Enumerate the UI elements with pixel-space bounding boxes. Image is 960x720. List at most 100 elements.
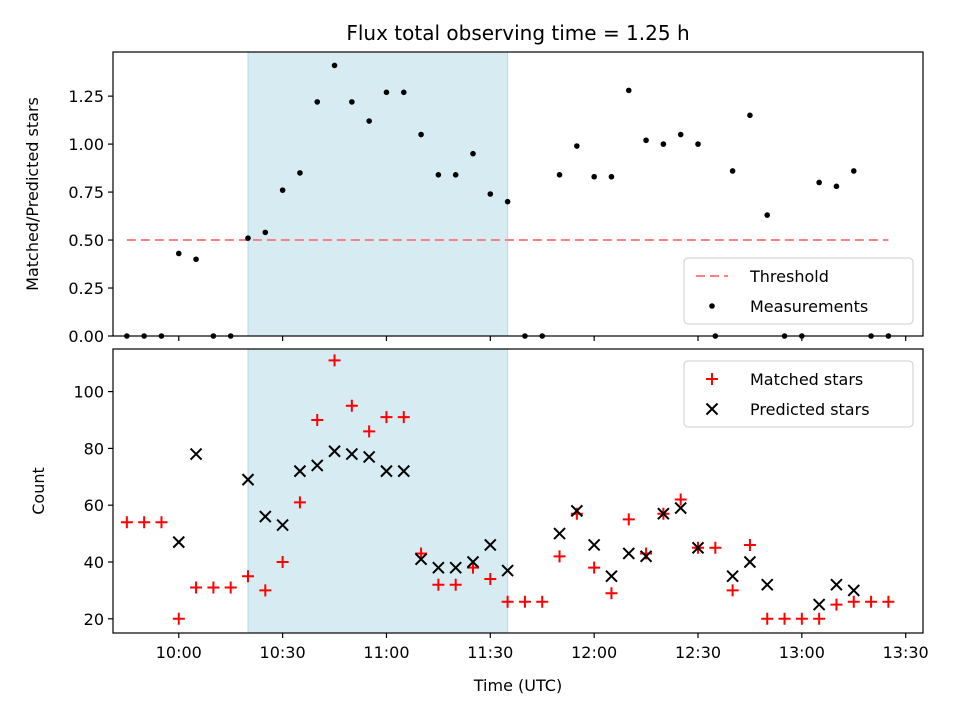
- matched-star-point: [172, 612, 185, 625]
- y-tick-label: 0.50: [68, 231, 104, 250]
- measurement-point: [747, 112, 753, 119]
- matched-star-point: [518, 595, 531, 608]
- predicted-star-point: [449, 561, 462, 574]
- measurement-point: [729, 168, 736, 174]
- measurement-point: [764, 212, 771, 218]
- matched-star-point: [830, 598, 843, 611]
- matched-star-point: [259, 584, 272, 597]
- matched-star-point: [224, 581, 237, 594]
- predicted-star-point: [189, 447, 203, 461]
- measurement-point: [660, 141, 667, 147]
- predicted-star-point: [432, 561, 445, 574]
- bottom-shaded-interval: [247, 348, 509, 634]
- measurement-point: [418, 131, 424, 138]
- predicted-star-point: [484, 538, 497, 552]
- measurement-point: [556, 172, 563, 178]
- predicted-star-point: [622, 547, 635, 560]
- legend-label: Threshold: [749, 267, 829, 286]
- matched-star-point: [622, 513, 635, 526]
- measurement-point: [850, 168, 857, 174]
- predicted-star-point: [657, 507, 670, 520]
- measurement-point: [816, 179, 822, 186]
- legend-label: Measurements: [750, 297, 868, 316]
- matched-star-point: [501, 595, 514, 608]
- y-tick-label: 0.00: [68, 327, 104, 346]
- predicted-star-point: [761, 578, 774, 591]
- matched-star-point: [726, 584, 739, 597]
- matched-star-point: [138, 516, 151, 529]
- predicted-star-point: [397, 464, 410, 478]
- measurement-point: [452, 172, 459, 178]
- matched-star-point: [588, 561, 601, 574]
- top-shaded-interval: [247, 51, 509, 337]
- predicted-star-point: [674, 501, 687, 515]
- measurement-point: [591, 173, 597, 180]
- predicted-star-point: [553, 527, 566, 540]
- bottom-x-ticks: 10:00 10:30 11:00 11:30 12:00 12:30 13:00 13:30: [156, 633, 929, 662]
- legend-label: Predicted stars: [750, 400, 870, 419]
- predicted-star-point: [345, 447, 359, 461]
- measurement-point: [643, 137, 649, 144]
- predicted-star-point: [847, 584, 860, 597]
- y-tick-label: 1.25: [68, 87, 104, 106]
- predicted-star-point: [812, 598, 826, 611]
- measurement-point: [175, 250, 182, 257]
- x-axis-label: Time (UTC): [473, 676, 562, 695]
- matched-star-point: [536, 595, 549, 608]
- matched-star-point: [709, 541, 722, 554]
- measurement-point: [625, 87, 632, 94]
- x-tick-label: 11:00: [363, 643, 409, 662]
- predicted-star-point: [293, 464, 307, 478]
- top-panel: 0.00 0.25 0.50 0.75 1.00 1.25 Matched/Predict…: [23, 51, 924, 346]
- bottom-plot-frame: [112, 348, 924, 634]
- matched-star-point: [761, 612, 774, 625]
- legend-matched-swatch: [706, 373, 718, 385]
- legend-box: [683, 257, 914, 325]
- y-tick-label: 80: [84, 439, 104, 458]
- matched-stars-series: [120, 354, 895, 625]
- measurement-point: [314, 99, 321, 105]
- matched-star-point: [328, 354, 341, 367]
- top-x-ticks: [178, 336, 907, 341]
- matched-star-point: [813, 612, 826, 625]
- predicted-star-point: [726, 569, 739, 583]
- bottom-y-axis-label: Count: [29, 467, 48, 515]
- matched-star-point: [293, 496, 306, 509]
- top-y-axis-label: Matched/Predicted stars: [23, 97, 42, 291]
- matched-star-point: [847, 595, 860, 608]
- predicted-star-point: [172, 535, 185, 549]
- matched-star-point: [743, 538, 756, 551]
- matched-star-point: [865, 595, 878, 608]
- legend-predicted-swatch: [705, 402, 719, 416]
- measurement-point: [435, 172, 442, 178]
- predicted-star-point: [466, 555, 480, 569]
- matched-star-point: [882, 595, 895, 608]
- matched-star-point: [155, 516, 168, 529]
- matched-star-point: [432, 578, 445, 591]
- measurement-point: [383, 89, 390, 96]
- x-tick-label: 10:30: [260, 643, 306, 662]
- predicted-star-point: [743, 555, 757, 569]
- measurement-point: [331, 62, 338, 69]
- x-tick-label: 11:30: [467, 643, 513, 662]
- predicted-star-point: [570, 504, 584, 518]
- predicted-star-point: [362, 450, 376, 464]
- y-tick-label: 40: [84, 553, 104, 572]
- predicted-star-point: [691, 541, 705, 555]
- matched-star-point: [345, 399, 358, 412]
- matched-star-point: [467, 561, 479, 574]
- matched-star-point: [276, 556, 289, 568]
- predicted-star-point: [605, 569, 618, 583]
- matched-star-point: [397, 411, 410, 424]
- y-tick-label: 20: [84, 610, 104, 629]
- y-tick-label: 100: [73, 383, 104, 402]
- y-tick-label: 60: [84, 496, 104, 515]
- predicted-star-point: [639, 550, 653, 563]
- measurement-point: [695, 141, 701, 147]
- legend-box: [683, 360, 914, 428]
- measurement-point: [608, 173, 615, 180]
- measurement-point: [400, 89, 407, 96]
- top-legend: Threshold Measurements: [683, 257, 914, 325]
- y-tick-label: 0.25: [68, 279, 104, 298]
- y-tick-label: 0.75: [68, 183, 104, 202]
